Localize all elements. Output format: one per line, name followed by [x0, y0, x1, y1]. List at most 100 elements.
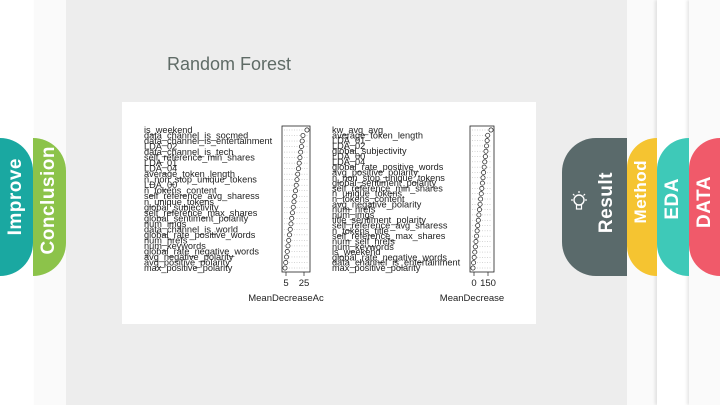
importance-point	[471, 254, 477, 260]
importance-point	[289, 215, 295, 221]
variable-label: LDA_04	[144, 164, 177, 174]
tab-result-label: Result	[596, 172, 617, 234]
plot-frame	[281, 125, 311, 273]
importance-point	[475, 223, 481, 228]
variable-label: self_reference_min_shares	[332, 183, 443, 193]
importance-point	[296, 166, 301, 172]
importance-point	[482, 154, 488, 159]
variable-label: num_imgs	[144, 219, 187, 229]
importance-point	[287, 232, 292, 238]
x-axis-label: MeanDecreaseAc	[248, 293, 324, 304]
tab-eda-label: EDA	[662, 178, 683, 220]
variable-label: is_weekend	[144, 125, 193, 135]
variable-label: num_self_hrefs	[332, 236, 395, 246]
variable-label: global_subjectivity	[332, 146, 407, 156]
tab-result[interactable]: Result	[562, 138, 627, 276]
importance-point	[290, 204, 296, 210]
importance-point	[299, 144, 304, 150]
tab-improve[interactable]: Improve	[0, 138, 33, 276]
variable-label: n_tokens_title	[332, 226, 389, 236]
variable-label: global_rate_negative_words	[144, 246, 259, 256]
importance-point	[283, 260, 289, 265]
variable-label: max_positive_polarity	[144, 263, 233, 273]
variable-label: global_rate_positive_words	[144, 230, 256, 240]
variable-label: avg_negative_polarity	[332, 199, 422, 209]
tab-method-label: Method	[631, 160, 650, 224]
variable-label: LDA_00	[332, 152, 365, 162]
variable-label: data_channel_is_tech	[144, 147, 233, 157]
importance-point	[483, 148, 489, 154]
tab-eda[interactable]: EDA	[657, 138, 689, 276]
variable-label: max_positive_polarity	[332, 263, 421, 273]
importance-point	[296, 160, 302, 166]
importance-point	[284, 248, 290, 254]
importance-point	[290, 210, 295, 216]
variable-label: global_rate_positive_words	[332, 162, 444, 172]
x-tick-label: 25	[299, 278, 310, 289]
importance-point	[294, 177, 300, 183]
importance-point	[481, 170, 487, 175]
variable-label: self_reference_avg_sharess	[144, 191, 260, 201]
importance-point	[481, 164, 487, 170]
variable-label: num_imgs	[332, 210, 375, 220]
importance-point	[479, 180, 485, 186]
variable-label: n_unique_tokens	[332, 189, 402, 199]
variable-label: is_weekend	[332, 247, 381, 257]
importance-point	[470, 265, 476, 271]
importance-point	[474, 228, 480, 234]
variable-label: self_reference_max_shares	[144, 208, 258, 218]
variable-label: LDA_02	[144, 142, 177, 152]
variable-label: global_sentiment_polarity	[332, 178, 437, 188]
x-tick-label: 5	[283, 278, 288, 289]
importance-point	[291, 199, 297, 205]
importance-point	[482, 159, 488, 165]
importance-point	[286, 237, 292, 243]
variable-label: self_reference_min_shares	[144, 153, 255, 163]
lightbulb-icon	[568, 190, 590, 219]
variable-label: data_channel_is_world	[144, 224, 238, 234]
variable-importance-svg: is_weekenddata_channel_is_socmeddata_cha…	[144, 125, 504, 304]
variable-label: data_channel_is_entertainment	[332, 258, 461, 268]
importance-point	[292, 193, 298, 199]
importance-point	[293, 182, 299, 188]
variable-label: num_keywords	[332, 242, 394, 252]
importance-point	[479, 185, 485, 191]
importance-point	[477, 207, 482, 213]
variable-label: n_tokens_content	[332, 194, 405, 204]
tab-conclusion[interactable]: Conclusion	[33, 138, 66, 276]
variable-label: average_token_length	[144, 169, 235, 179]
tab-improve-label: Improve	[5, 158, 26, 236]
tab-method[interactable]: Method	[627, 138, 657, 276]
importance-point	[298, 149, 304, 155]
variable-label: global_subjectivity	[144, 202, 219, 212]
variable-label: data_channel_is_entertainment	[144, 136, 273, 146]
tab-conclusion-label: Conclusion	[38, 146, 59, 255]
x-tick-label: 0	[471, 278, 476, 289]
x-axis-label: MeanDecrease	[440, 293, 504, 304]
variable-label: kw_avg_avg	[332, 125, 383, 135]
variable-label: LDA_01	[144, 158, 177, 168]
importance-point	[287, 226, 293, 232]
variable-label: LDA_00	[144, 180, 177, 190]
variable-importance-plot: is_weekend data_channel_is_socmed data_cha…	[122, 102, 536, 324]
variable-label: avg_positive_polarity	[144, 257, 230, 267]
importance-point	[475, 217, 481, 223]
importance-point	[480, 175, 486, 181]
variable-label: n_non_stop_unique_tokens	[144, 175, 257, 185]
tab-data[interactable]: DATA	[689, 138, 720, 276]
variable-label: n_unique_tokens	[144, 197, 214, 207]
importance-point	[478, 191, 484, 197]
importance-point	[282, 265, 288, 271]
importance-point	[478, 196, 484, 202]
importance-point	[484, 138, 490, 144]
variable-label: global_sentiment_polarity	[144, 213, 249, 223]
variable-label: global_rate_negative_words	[332, 252, 447, 262]
variable-label: data_channel_is_socmed	[144, 131, 248, 141]
variable-label: n_tokens_content	[144, 186, 217, 196]
importance-point	[299, 138, 305, 144]
importance-point	[284, 254, 289, 260]
importance-point	[472, 244, 478, 250]
tab-data-label: DATA	[694, 176, 715, 228]
importance-point	[295, 171, 301, 177]
variable-label: num_keywords	[144, 241, 206, 251]
